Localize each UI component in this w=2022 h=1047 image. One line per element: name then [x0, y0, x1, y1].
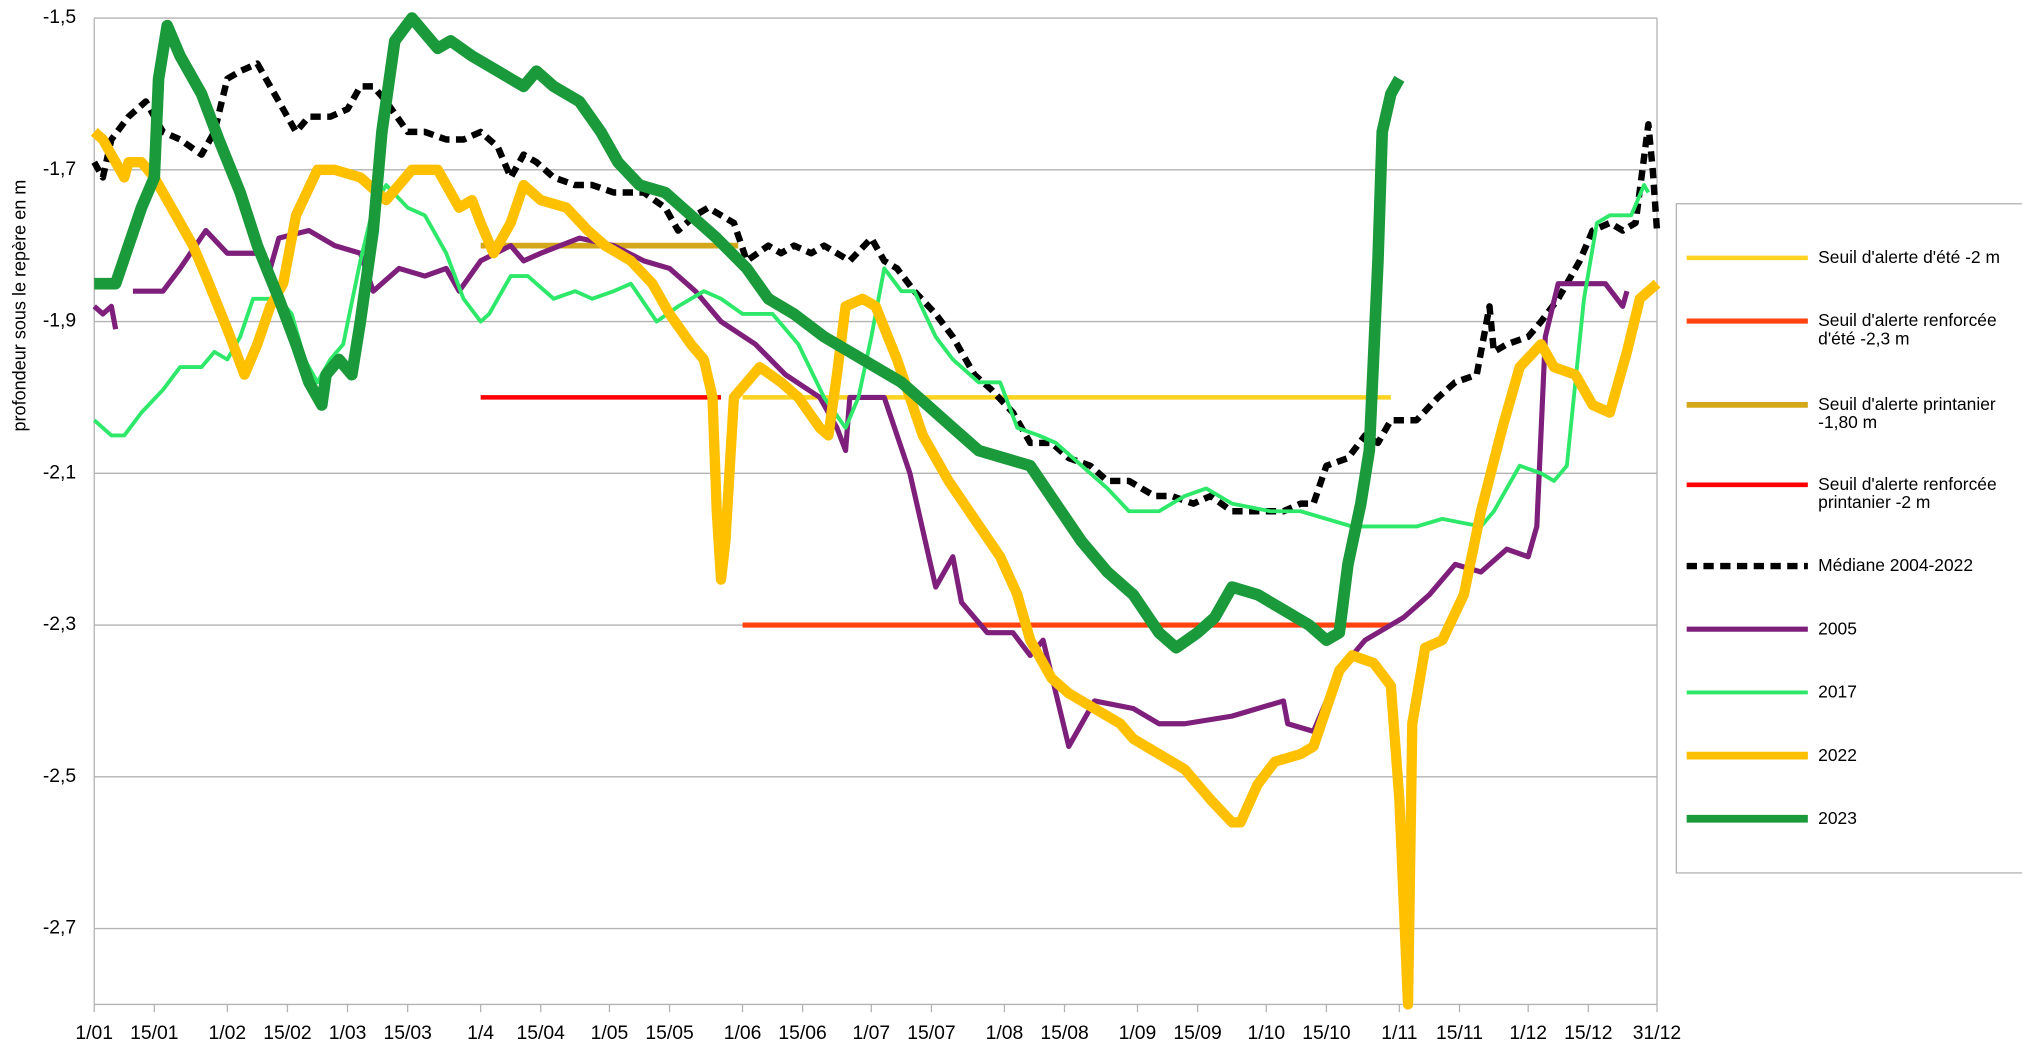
x-tick-label: 15/04	[517, 1022, 566, 1044]
x-tick-label: 1/11	[1381, 1022, 1417, 1044]
legend-label: Seuil d'alerte d'été -2 m	[1818, 247, 2000, 267]
legend-label: Seuil d'alerte renforcée d'été -2,3 m	[1818, 310, 1997, 349]
x-tick-label: 1/01	[75, 1022, 113, 1044]
x-tick-label: 1/03	[329, 1022, 367, 1044]
x-tick-label: 15/10	[1302, 1022, 1350, 1044]
y-axis-label: profondeur sous le repère en m	[9, 180, 29, 432]
legend-label: 2017	[1818, 682, 1857, 702]
x-tick-label: 15/12	[1564, 1022, 1612, 1044]
y-tick-label: -2,3	[43, 613, 76, 635]
series-line	[90, 128, 1661, 1010]
legend-label: Médiane 2004-2022	[1818, 555, 1974, 576]
y-tick-label: -1,9	[43, 310, 76, 332]
series-line	[94, 12, 1405, 654]
x-tick-label: 1/05	[591, 1022, 629, 1044]
x-tick-label: 1/09	[1119, 1022, 1157, 1044]
x-tick-label: 15/05	[645, 1022, 693, 1044]
y-tick-label: -2,5	[43, 765, 76, 787]
x-tick-label: 15/07	[907, 1022, 955, 1044]
grid	[94, 17, 1657, 930]
y-tick-label: -1,7	[43, 158, 76, 180]
legend-label: Seuil d'alerte printanier -1,80 m	[1818, 394, 1996, 432]
y-tick-label: -1,5	[43, 6, 76, 28]
x-tick-label: 31/12	[1633, 1022, 1681, 1044]
legend-box	[1675, 203, 2022, 874]
series-line	[92, 183, 1651, 529]
legend: Seuil d'alerte d'été -2 m Seuil d'alerte …	[1676, 204, 2022, 873]
x-tick-label: 1/4	[467, 1022, 494, 1044]
x-tick-label: 1/08	[986, 1022, 1024, 1044]
legend-label: 2022	[1818, 745, 1857, 765]
legend-label: 2023	[1818, 808, 1857, 828]
series-line	[92, 227, 1630, 750]
x-tick-label: 1/10	[1247, 1022, 1285, 1044]
legend-label: Seuil d'alerte renforcée printanier -2 m	[1818, 474, 1997, 512]
x-tick-label: 15/11	[1436, 1022, 1483, 1044]
series-line	[91, 60, 1661, 515]
legend-items: Seuil d'alerte d'été -2 m Seuil d'alerte …	[1676, 204, 2022, 873]
x-tick-label: 15/08	[1040, 1022, 1088, 1044]
x-tick-label: 15/09	[1173, 1022, 1221, 1044]
y-tick-label: -2,1	[43, 461, 76, 483]
x-tick-label: 1/06	[724, 1022, 762, 1044]
x-tick-label: 15/01	[130, 1022, 178, 1044]
x-tick-label: 1/07	[853, 1022, 891, 1044]
x-tick-label: 15/03	[383, 1022, 431, 1044]
y-tick-label: -2,7	[43, 917, 76, 939]
legend-label: 2005	[1818, 618, 1857, 639]
x-tick-label: 1/02	[209, 1022, 247, 1044]
x-tick-label: 15/06	[778, 1022, 826, 1044]
x-tick-label: 15/02	[263, 1022, 311, 1044]
x-tick-label: 1/12	[1509, 1022, 1547, 1044]
